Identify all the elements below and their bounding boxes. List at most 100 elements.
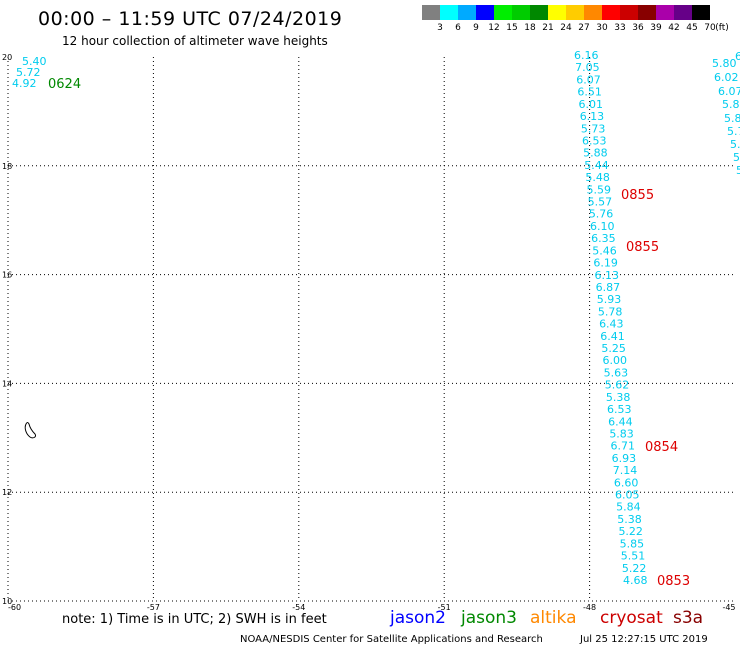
scale-swatch — [638, 5, 656, 20]
pass-time-label: 0853 — [657, 574, 690, 589]
wave-height-value: 7.14 — [613, 464, 638, 477]
wave-height-value: 6.43 — [599, 318, 624, 331]
wave-height-value: 6.05 — [615, 489, 640, 502]
lon-tick-label: -54 — [292, 603, 305, 612]
scale-label: 9 — [473, 23, 479, 33]
wave-height-value: 5.38 — [606, 391, 631, 404]
wave-height-value: 5.63 — [604, 366, 629, 379]
wave-height-value: 5.51 — [621, 550, 646, 563]
lon-tick-label: -57 — [147, 603, 160, 612]
generated-timestamp: Jul 25 12:27:15 UTC 2019 — [580, 634, 708, 645]
lat-tick-label: 16 — [2, 271, 12, 280]
scale-swatch — [476, 5, 494, 20]
scale-swatch — [566, 5, 584, 20]
wave-height-value: 5.8 — [722, 98, 740, 111]
wave-height-value: 5.80 — [712, 57, 737, 70]
wave-height-value: 6.13 — [595, 269, 620, 282]
lat-tick-label: 18 — [2, 162, 12, 171]
wave-height-value: 5.78 — [598, 305, 623, 318]
scale-label: 33 — [614, 23, 626, 33]
wave-height-value: 5.48 — [585, 171, 610, 184]
wave-height-value: 5.73 — [581, 122, 606, 135]
wave-height-value: 5.25 — [601, 342, 626, 355]
scale-label: 39 — [650, 23, 662, 33]
scale-label: 3 — [437, 23, 443, 33]
pass-time-label: 0624 — [48, 77, 81, 92]
wave-height-value: 5.22 — [622, 562, 647, 575]
scale-swatch — [674, 5, 692, 20]
scale-swatch — [530, 5, 548, 20]
wave-height-value: 5.93 — [597, 293, 622, 306]
wave-height-value: 6.51 — [577, 86, 602, 99]
wave-height-value: 6 — [735, 50, 740, 63]
lat-tick-label: 10 — [2, 597, 12, 606]
wave-height-value: 5.72 — [16, 66, 41, 79]
scale-swatch — [512, 5, 530, 20]
wave-height-value: 5.38 — [617, 513, 642, 526]
legend-satellite-altika: altika — [530, 608, 577, 628]
scale-unit: (ft) — [715, 23, 729, 33]
pass-time-label: 0855 — [621, 188, 654, 203]
wave-height-value: 5.44 — [584, 159, 609, 172]
lon-tick-label: -60 — [8, 603, 21, 612]
scale-swatch — [584, 5, 602, 20]
scale-swatch — [656, 5, 674, 20]
wave-height-value: 5.84 — [616, 501, 641, 514]
wave-height-value: 6.60 — [614, 476, 639, 489]
wave-height-value: 6.13 — [580, 110, 605, 123]
wave-height-value: 6.00 — [602, 354, 627, 367]
scale-swatch — [692, 5, 710, 20]
wave-height-value: 6.07 — [718, 85, 740, 98]
wave-height-value: 5.85 — [620, 537, 645, 550]
wave-height-value: 5. — [730, 138, 740, 151]
wave-height-value: 6.71 — [610, 440, 635, 453]
wave-height-value: 5.62 — [605, 379, 630, 392]
scale-swatch — [620, 5, 638, 20]
wave-height-value: 6.53 — [607, 403, 632, 416]
wave-height-value: 4.92 — [12, 77, 37, 90]
wave-height-value: 6.93 — [612, 452, 637, 465]
wave-height-value: 6.19 — [593, 257, 618, 270]
lon-tick-label: -45 — [722, 603, 735, 612]
scale-label: 45 — [686, 23, 698, 33]
wave-height-value: 6.01 — [579, 98, 604, 111]
scale-swatch — [602, 5, 620, 20]
scale-label: 30 — [596, 23, 608, 33]
wave-height-value: 6.44 — [608, 415, 633, 428]
wave-height-value: 6.87 — [596, 281, 621, 294]
wave-height-value: 6.02 — [714, 71, 739, 84]
scale-label: 12 — [488, 23, 500, 33]
lat-tick-label: 12 — [2, 488, 12, 497]
wave-height-value: 6.07 — [576, 73, 601, 86]
scale-swatch — [548, 5, 566, 20]
wave-height-value: 6.16 — [574, 49, 599, 62]
legend-satellite-jason3: jason3 — [461, 608, 517, 628]
lon-tick-label: -51 — [438, 603, 451, 612]
legend-satellite-jason2: jason2 — [390, 608, 446, 628]
wave-height-value: 6.41 — [600, 330, 625, 343]
wave-height-value: 5.8 — [724, 112, 740, 125]
scale-label: 70 — [704, 23, 716, 33]
scale-label: 15 — [506, 23, 518, 33]
scale-label: 21 — [542, 23, 554, 33]
wave-height-value: 5.76 — [589, 208, 614, 221]
scale-swatch — [458, 5, 476, 20]
legend-satellite-s3a: s3a — [673, 608, 704, 628]
wave-height-value: 6.53 — [582, 134, 607, 147]
wave-height-value: 4.68 — [623, 574, 648, 587]
wave-height-value: 6.10 — [590, 220, 615, 233]
lat-tick-label: 14 — [2, 379, 12, 388]
scale-swatch — [440, 5, 458, 20]
wave-height-value: 5.22 — [618, 525, 643, 538]
scale-swatch — [422, 5, 440, 20]
wave-height-value: 5 — [733, 151, 740, 164]
pass-time-label: 0855 — [626, 240, 659, 255]
scale-label: 27 — [578, 23, 590, 33]
wave-height-value: 5 — [736, 164, 740, 177]
scale-label: 36 — [632, 23, 644, 33]
wave-height-value: 5.40 — [22, 55, 47, 68]
map-title: 00:00 – 11:59 UTC 07/24/2019 — [38, 8, 343, 30]
wave-height-value: 5.88 — [583, 147, 608, 160]
wave-height-value: 6.35 — [591, 232, 616, 245]
